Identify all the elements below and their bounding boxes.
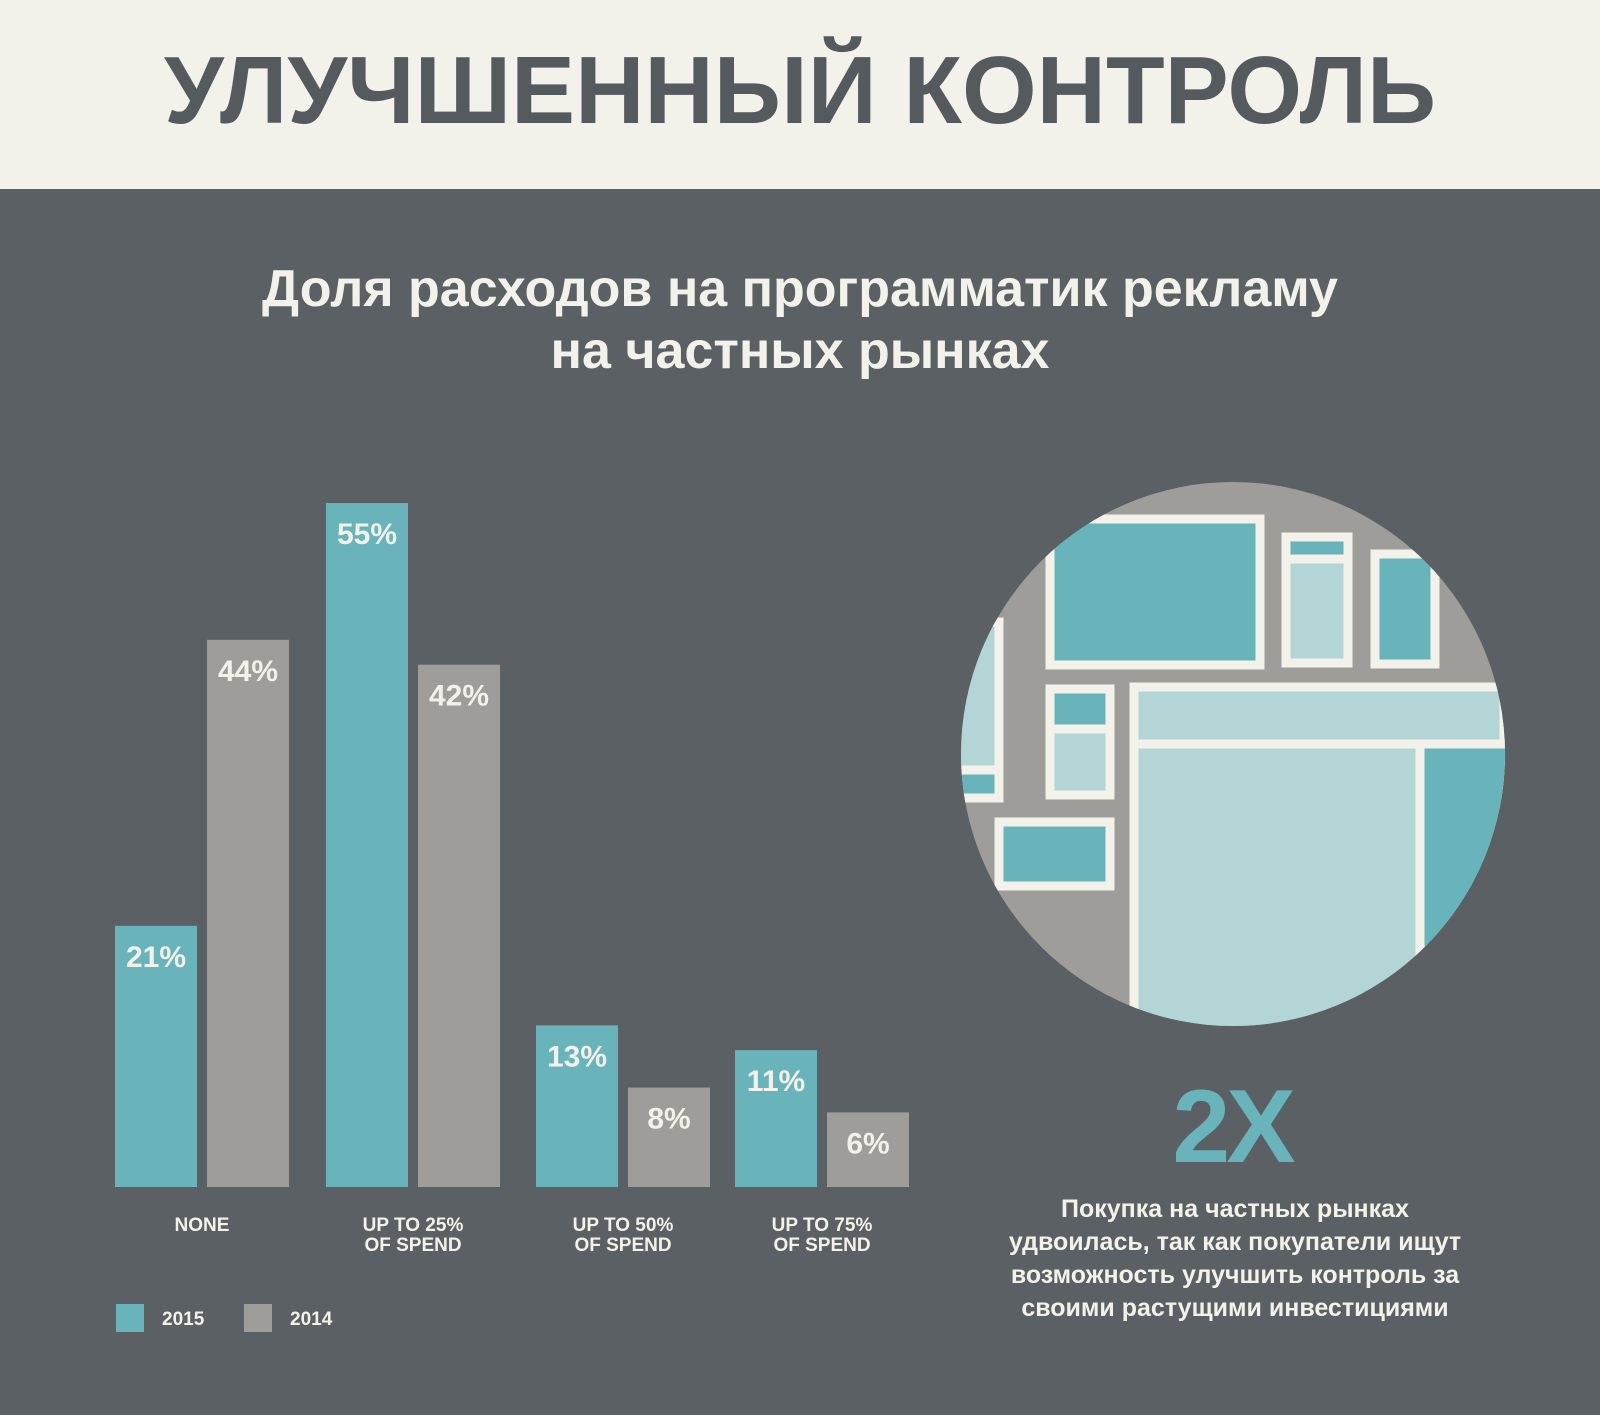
bar-2014-1 bbox=[207, 639, 289, 1187]
bar-value-label-2014-2: 42% bbox=[429, 680, 489, 713]
legend-swatch-2014 bbox=[244, 1304, 272, 1332]
category-label-3-line-1: UP TO 50% bbox=[573, 1215, 674, 1236]
bar-value-label-2015-1: 21% bbox=[126, 941, 186, 974]
category-label-1-line-1: NONE bbox=[175, 1215, 230, 1236]
chart-title-line-1: Доля расходов на программатик рекламу bbox=[262, 260, 1338, 318]
bar-2014-4 bbox=[827, 1112, 909, 1187]
bar-2015-1 bbox=[115, 925, 197, 1187]
bar-2015-2 bbox=[326, 503, 408, 1187]
legend-swatch-2015 bbox=[116, 1304, 144, 1332]
category-label-4-line-1: UP TO 75% bbox=[772, 1215, 873, 1236]
category-label-3-line-2: OF SPEND bbox=[574, 1235, 671, 1256]
legend-label-2014: 2014 bbox=[290, 1309, 333, 1330]
bar-2015-3 bbox=[536, 1025, 618, 1187]
stat-description: Покупка на частных рынках удвоилась, так… bbox=[1008, 1195, 1462, 1322]
legend-label-2015: 2015 bbox=[162, 1309, 205, 1330]
bar-value-label-2014-4: 6% bbox=[846, 1127, 889, 1160]
bar-value-label-2015-3: 13% bbox=[547, 1040, 607, 1073]
bar-2015-4 bbox=[735, 1050, 817, 1187]
category-label-4-line-2: OF SPEND bbox=[773, 1235, 870, 1256]
chart-title: Доля расходов на программатик рекламу на… bbox=[0, 258, 1600, 382]
category-label-2-line-2: OF SPEND bbox=[364, 1235, 461, 1256]
bar-value-label-2015-2: 55% bbox=[337, 518, 397, 551]
category-label-2-line-1: UP TO 25% bbox=[363, 1215, 464, 1236]
bar-value-label-2014-1: 44% bbox=[218, 655, 278, 688]
bar-2014-2 bbox=[418, 664, 500, 1187]
stat-value: 2X bbox=[1172, 1069, 1295, 1185]
header-banner: УЛУЧШЕННЫЙ КОНТРОЛЬ bbox=[0, 0, 1600, 189]
bar-value-label-2014-3: 8% bbox=[647, 1103, 690, 1136]
page-title: УЛУЧШЕННЫЙ КОНТРОЛЬ bbox=[163, 36, 1437, 144]
ad-layout-illustration-icon bbox=[961, 482, 1505, 1026]
bar-value-label-2015-4: 11% bbox=[747, 1065, 805, 1098]
chart-title-line-2: на частных рынках bbox=[550, 322, 1050, 380]
bar-2014-3 bbox=[628, 1087, 710, 1187]
